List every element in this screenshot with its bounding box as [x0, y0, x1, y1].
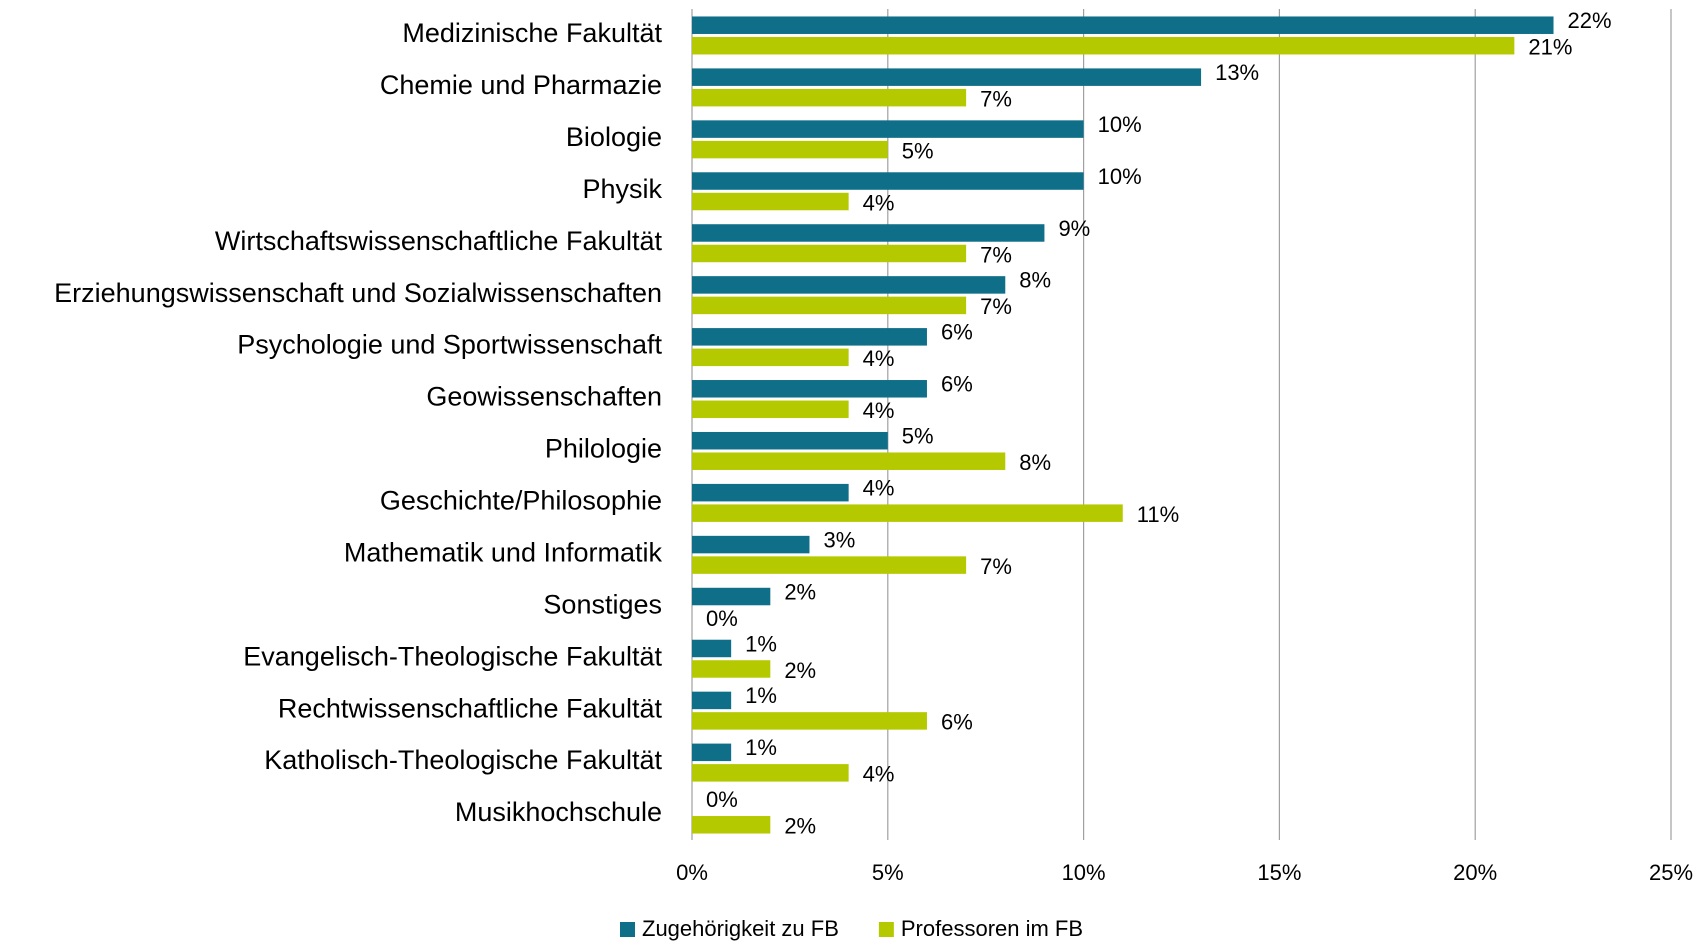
bar	[692, 764, 849, 782]
value-label: 5%	[902, 138, 934, 163]
bar	[692, 16, 1554, 34]
bar	[692, 140, 888, 159]
value-label: 10%	[1098, 112, 1142, 137]
value-label: 7%	[980, 554, 1012, 579]
bar	[692, 276, 1006, 294]
value-label: 7%	[980, 86, 1012, 111]
value-label: 3%	[823, 527, 855, 552]
x-tick-label: 25%	[1649, 860, 1693, 885]
bar	[692, 172, 1084, 190]
value-label: 8%	[1019, 450, 1051, 475]
value-label: 0%	[706, 787, 738, 812]
bar	[692, 120, 1084, 138]
value-label: 1%	[745, 683, 777, 708]
legend-label: Professoren im FB	[901, 916, 1083, 941]
legend-swatch	[620, 922, 635, 937]
legend-label: Zugehörigkeit zu FB	[642, 916, 839, 941]
value-label: 7%	[980, 242, 1012, 267]
bar	[692, 400, 849, 419]
value-label: 6%	[941, 320, 973, 345]
bar	[692, 36, 1515, 55]
bar	[692, 556, 967, 574]
category-label: Sonstiges	[543, 589, 662, 619]
legend-swatch	[878, 922, 894, 937]
value-label: 6%	[941, 372, 973, 397]
bar	[692, 816, 771, 834]
bar	[692, 431, 888, 450]
category-label: Physik	[582, 174, 662, 204]
category-label: Musikhochschule	[455, 797, 662, 827]
x-tick-label: 5%	[872, 860, 904, 885]
value-label: 4%	[863, 475, 895, 500]
value-label: 1%	[745, 735, 777, 760]
value-label: 4%	[863, 398, 895, 423]
bar	[692, 380, 927, 398]
value-label: 7%	[980, 294, 1012, 319]
bar	[692, 587, 771, 606]
category-label: Geschichte/Philosophie	[380, 486, 662, 516]
category-label: Medizinische Fakultät	[402, 18, 662, 48]
x-tick-label: 10%	[1062, 860, 1106, 885]
category-label: Rechtwissenschaftliche Fakultät	[278, 693, 663, 723]
bar	[692, 504, 1123, 522]
category-label: Biologie	[566, 122, 662, 152]
value-label: 22%	[1568, 8, 1612, 33]
bar	[692, 348, 849, 367]
value-label: 8%	[1019, 268, 1051, 293]
category-label: Erziehungswissenschaft und Sozialwissens…	[54, 278, 662, 308]
value-label: 1%	[745, 631, 777, 656]
value-label: 9%	[1058, 216, 1090, 241]
value-label: 0%	[706, 606, 738, 631]
value-label: 4%	[863, 762, 895, 787]
bar	[692, 192, 849, 211]
bar	[692, 691, 732, 710]
x-tick-label: 15%	[1257, 860, 1301, 885]
bar	[692, 296, 967, 315]
bar	[692, 712, 927, 730]
category-label: Evangelisch-Theologische Fakultät	[243, 641, 662, 671]
bar	[692, 68, 1202, 86]
value-label: 11%	[1137, 502, 1179, 527]
bar	[692, 88, 967, 107]
value-label: 2%	[784, 814, 816, 839]
value-label: 21%	[1528, 35, 1572, 60]
category-label: Katholisch-Theologische Fakultät	[264, 745, 662, 775]
bar	[692, 743, 732, 762]
category-label: Philologie	[545, 434, 662, 464]
value-label: 10%	[1098, 164, 1142, 189]
value-label: 5%	[902, 424, 934, 449]
x-tick-label: 20%	[1453, 860, 1497, 885]
bar	[692, 452, 1006, 470]
value-label: 4%	[863, 190, 895, 215]
value-label: 4%	[863, 346, 895, 371]
x-tick-label: 0%	[676, 860, 708, 885]
bar	[692, 224, 1045, 242]
category-label: Geowissenschaften	[426, 382, 662, 412]
value-label: 2%	[784, 579, 816, 604]
bar	[692, 244, 967, 263]
category-label: Psychologie und Sportwissenschaft	[237, 330, 662, 360]
category-label: Mathematik und Informatik	[344, 537, 663, 567]
bar	[692, 660, 771, 678]
value-label: 6%	[941, 710, 973, 735]
bar	[692, 483, 849, 502]
category-label: Chemie und Pharmazie	[380, 70, 662, 100]
bar	[692, 639, 732, 658]
bar	[692, 535, 810, 554]
value-label: 2%	[784, 658, 816, 683]
bar	[692, 328, 927, 346]
category-label: Wirtschaftswissenschaftliche Fakultät	[215, 226, 663, 256]
value-label: 13%	[1215, 60, 1259, 85]
